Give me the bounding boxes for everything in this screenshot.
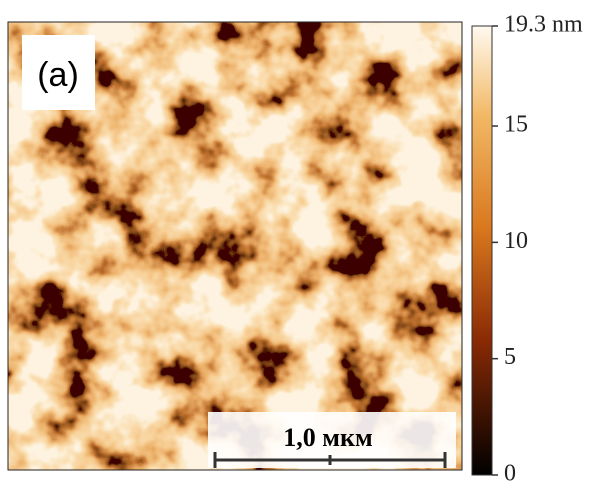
colorbar-tick-label: 5 — [504, 344, 516, 370]
colorbar — [472, 26, 492, 475]
colorbar-tick-label: 15 — [504, 112, 528, 138]
colorbar-tick-label: 19.3 nm — [504, 12, 583, 38]
panel-label: (a) — [37, 56, 79, 94]
figure: (a) 1,0 мкм 0 5 10 15 19.3 nm — [0, 0, 611, 490]
colorbar-tick-label: 0 — [504, 461, 516, 487]
scale-bar-label: 1,0 мкм — [283, 423, 372, 452]
colorbar-tick-label: 10 — [504, 228, 528, 254]
